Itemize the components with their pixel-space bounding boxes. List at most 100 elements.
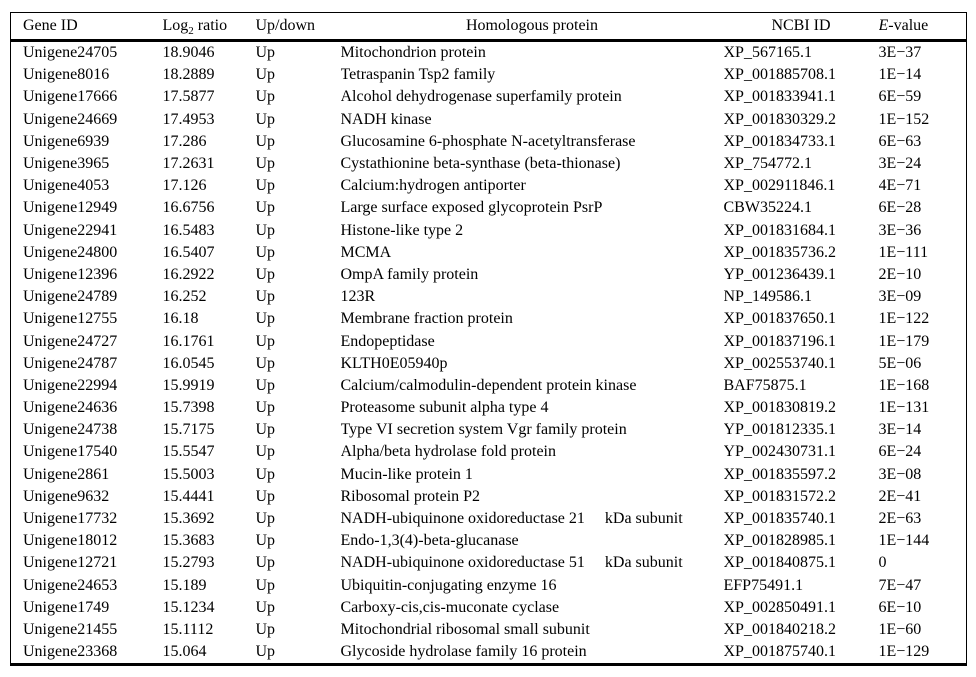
- e-value-cell: 5E−06: [878, 354, 922, 372]
- protein-cell: OmpA family protein: [340, 265, 479, 283]
- table-row: Unigene24789 16.252 Up 123R NP_149586.1 …: [11, 286, 967, 308]
- gene-id-cell: Unigene24789: [23, 288, 118, 306]
- protein-cell: MCMA: [340, 243, 392, 261]
- protein-cell: Membrane fraction protein: [340, 310, 513, 328]
- log2-ratio-cell: 16.6756: [162, 199, 215, 217]
- log2-ratio-cell: 16.5407: [162, 243, 215, 261]
- protein-cell: Alpha/beta hydrolase fold protein: [340, 443, 557, 461]
- protein-cell: 123R: [340, 288, 376, 306]
- ncbi-id-cell: XP_567165.1: [723, 44, 812, 62]
- log2-ratio-cell: 15.4441: [162, 487, 215, 505]
- log2-ratio-cell: 15.7175: [162, 421, 215, 439]
- up-down-cell: Up: [255, 421, 276, 439]
- e-value-cell: 0: [878, 554, 887, 572]
- up-down-cell: Up: [255, 620, 276, 638]
- ncbi-id-cell: XP_002553740.1: [723, 354, 836, 372]
- ncbi-id-cell: NP_149586.1: [723, 288, 812, 306]
- log2-ratio-cell: 15.3692: [162, 510, 215, 528]
- gene-id-cell: Unigene24800: [23, 243, 118, 261]
- e-value-label-rest: -value: [888, 17, 929, 34]
- deg-table: Gene ID Log2 ratio Up/down Homologous pr…: [10, 12, 967, 667]
- log2-label-post: ratio: [193, 17, 228, 34]
- e-value-cell: 6E−63: [878, 132, 922, 150]
- e-value-cell: 1E−168: [878, 376, 930, 394]
- gene-id-cell: Unigene17666: [23, 88, 118, 106]
- protein-cell: Ribosomal protein P2: [340, 487, 481, 505]
- e-value-cell: 1E−131: [878, 399, 930, 417]
- table-row: Unigene12755 16.18 Up Membrane fraction …: [11, 308, 967, 330]
- table-row: Unigene24705 18.9046 Up Mitochondrion pr…: [11, 41, 967, 65]
- e-value-cell: 3E−08: [878, 465, 922, 483]
- table-row: Unigene17732 15.3692 Up NADH-ubiquinone …: [11, 508, 967, 530]
- up-down-cell: Up: [255, 532, 276, 550]
- up-down-cell: Up: [255, 132, 276, 150]
- up-down-cell: Up: [255, 332, 276, 350]
- log2-ratio-cell: 16.0545: [162, 354, 215, 372]
- table-row: Unigene23368 15.064 Up Glycoside hydrola…: [11, 641, 967, 665]
- gene-id-cell: Unigene24669: [23, 110, 118, 128]
- col-header-homologous-protein: Homologous protein: [340, 12, 724, 42]
- protein-cell: Endopeptidase: [340, 332, 435, 350]
- up-down-cell: Up: [255, 110, 276, 128]
- gene-id-cell: Unigene21455: [23, 620, 118, 638]
- protein-cell: Mucin-like protein 1: [340, 465, 473, 483]
- gene-id-cell: Unigene2861: [23, 465, 110, 483]
- ncbi-id-cell: XP_001840875.1: [723, 554, 836, 572]
- table-row: Unigene3965 17.2631 Up Cystathionine bet…: [11, 153, 967, 175]
- table-row: Unigene21455 15.1112 Up Mitochondrial ri…: [11, 619, 967, 641]
- up-down-cell: Up: [255, 310, 276, 328]
- e-value-cell: 1E−129: [878, 643, 930, 661]
- protein-cell: KLTH0E05940p: [340, 354, 448, 372]
- gene-id-cell: Unigene9632: [23, 487, 110, 505]
- e-value-cell: 4E−71: [878, 177, 922, 195]
- e-value-cell: 3E−09: [878, 288, 922, 306]
- e-value-cell: 7E−47: [878, 576, 922, 594]
- e-value-cell: 1E−122: [878, 310, 930, 328]
- table-row: Unigene2861 15.5003 Up Mucin-like protei…: [11, 464, 967, 486]
- log2-ratio-cell: 15.7398: [162, 399, 215, 417]
- table-row: Unigene24738 15.7175 Up Type VI secretio…: [11, 419, 967, 441]
- col-header-ncbi-id: NCBI ID: [723, 12, 879, 42]
- up-down-cell: Up: [255, 354, 276, 372]
- log2-ratio-cell: 18.9046: [162, 44, 215, 62]
- ncbi-id-cell: XP_754772.1: [723, 155, 812, 173]
- gene-id-cell: Unigene4053: [23, 177, 110, 195]
- e-value-cell: 6E−24: [878, 443, 922, 461]
- table-row: Unigene24800 16.5407 Up MCMA XP_00183573…: [11, 242, 967, 264]
- gene-id-cell: Unigene17540: [23, 443, 118, 461]
- table-body: Unigene24705 18.9046 Up Mitochondrion pr…: [11, 41, 967, 665]
- protein-cell: NADH-ubiquinone oxidoreductase 51 kDa su…: [340, 554, 683, 572]
- col-header-gene-id: Gene ID: [10, 12, 163, 42]
- ncbi-id-cell: XP_001833941.1: [723, 88, 836, 106]
- log2-ratio-cell: 16.2922: [162, 265, 215, 283]
- table-row: Unigene12949 16.6756 Up Large surface ex…: [11, 197, 967, 219]
- ncbi-id-cell: XP_001835740.1: [723, 510, 836, 528]
- log2-ratio-cell: 16.252: [162, 288, 207, 306]
- protein-cell: Mitochondrion protein: [340, 44, 486, 62]
- table-row: Unigene9632 15.4441 Up Ribosomal protein…: [11, 486, 967, 508]
- e-value-cell: 6E−59: [878, 88, 922, 106]
- gene-id-cell: Unigene24738: [23, 421, 118, 439]
- protein-cell: Cystathionine beta-synthase (beta-thiona…: [340, 155, 621, 173]
- e-value-cell: 1E−60: [878, 620, 922, 638]
- protein-cell: Proteasome subunit alpha type 4: [340, 399, 549, 417]
- gene-id-cell: Unigene12721: [23, 554, 118, 572]
- e-value-cell: 1E−111: [878, 243, 929, 261]
- gene-id-cell: Unigene18012: [23, 532, 118, 550]
- up-down-cell: Up: [255, 243, 276, 261]
- ncbi-id-cell: YP_001236439.1: [723, 265, 836, 283]
- gene-id-cell: Unigene8016: [23, 66, 110, 84]
- protein-cell: Endo-1,3(4)-beta-glucanase: [340, 532, 519, 550]
- ncbi-id-cell: XP_001837650.1: [723, 310, 836, 328]
- e-value-italic-e: E: [878, 17, 889, 34]
- ncbi-id-cell: EFP75491.1: [723, 576, 804, 594]
- up-down-cell: Up: [255, 221, 276, 239]
- header-row: Gene ID Log2 ratio Up/down Homologous pr…: [10, 12, 967, 42]
- protein-cell: Calcium:hydrogen antiporter: [340, 177, 526, 195]
- protein-cell: Histone-like type 2: [340, 221, 464, 239]
- gene-id-cell: Unigene24787: [23, 354, 118, 372]
- table-row: Unigene22994 15.9919 Up Calcium/calmodul…: [11, 375, 967, 397]
- gene-id-cell: Unigene24727: [23, 332, 118, 350]
- table-row: Unigene4053 17.126 Up Calcium:hydrogen a…: [11, 175, 967, 197]
